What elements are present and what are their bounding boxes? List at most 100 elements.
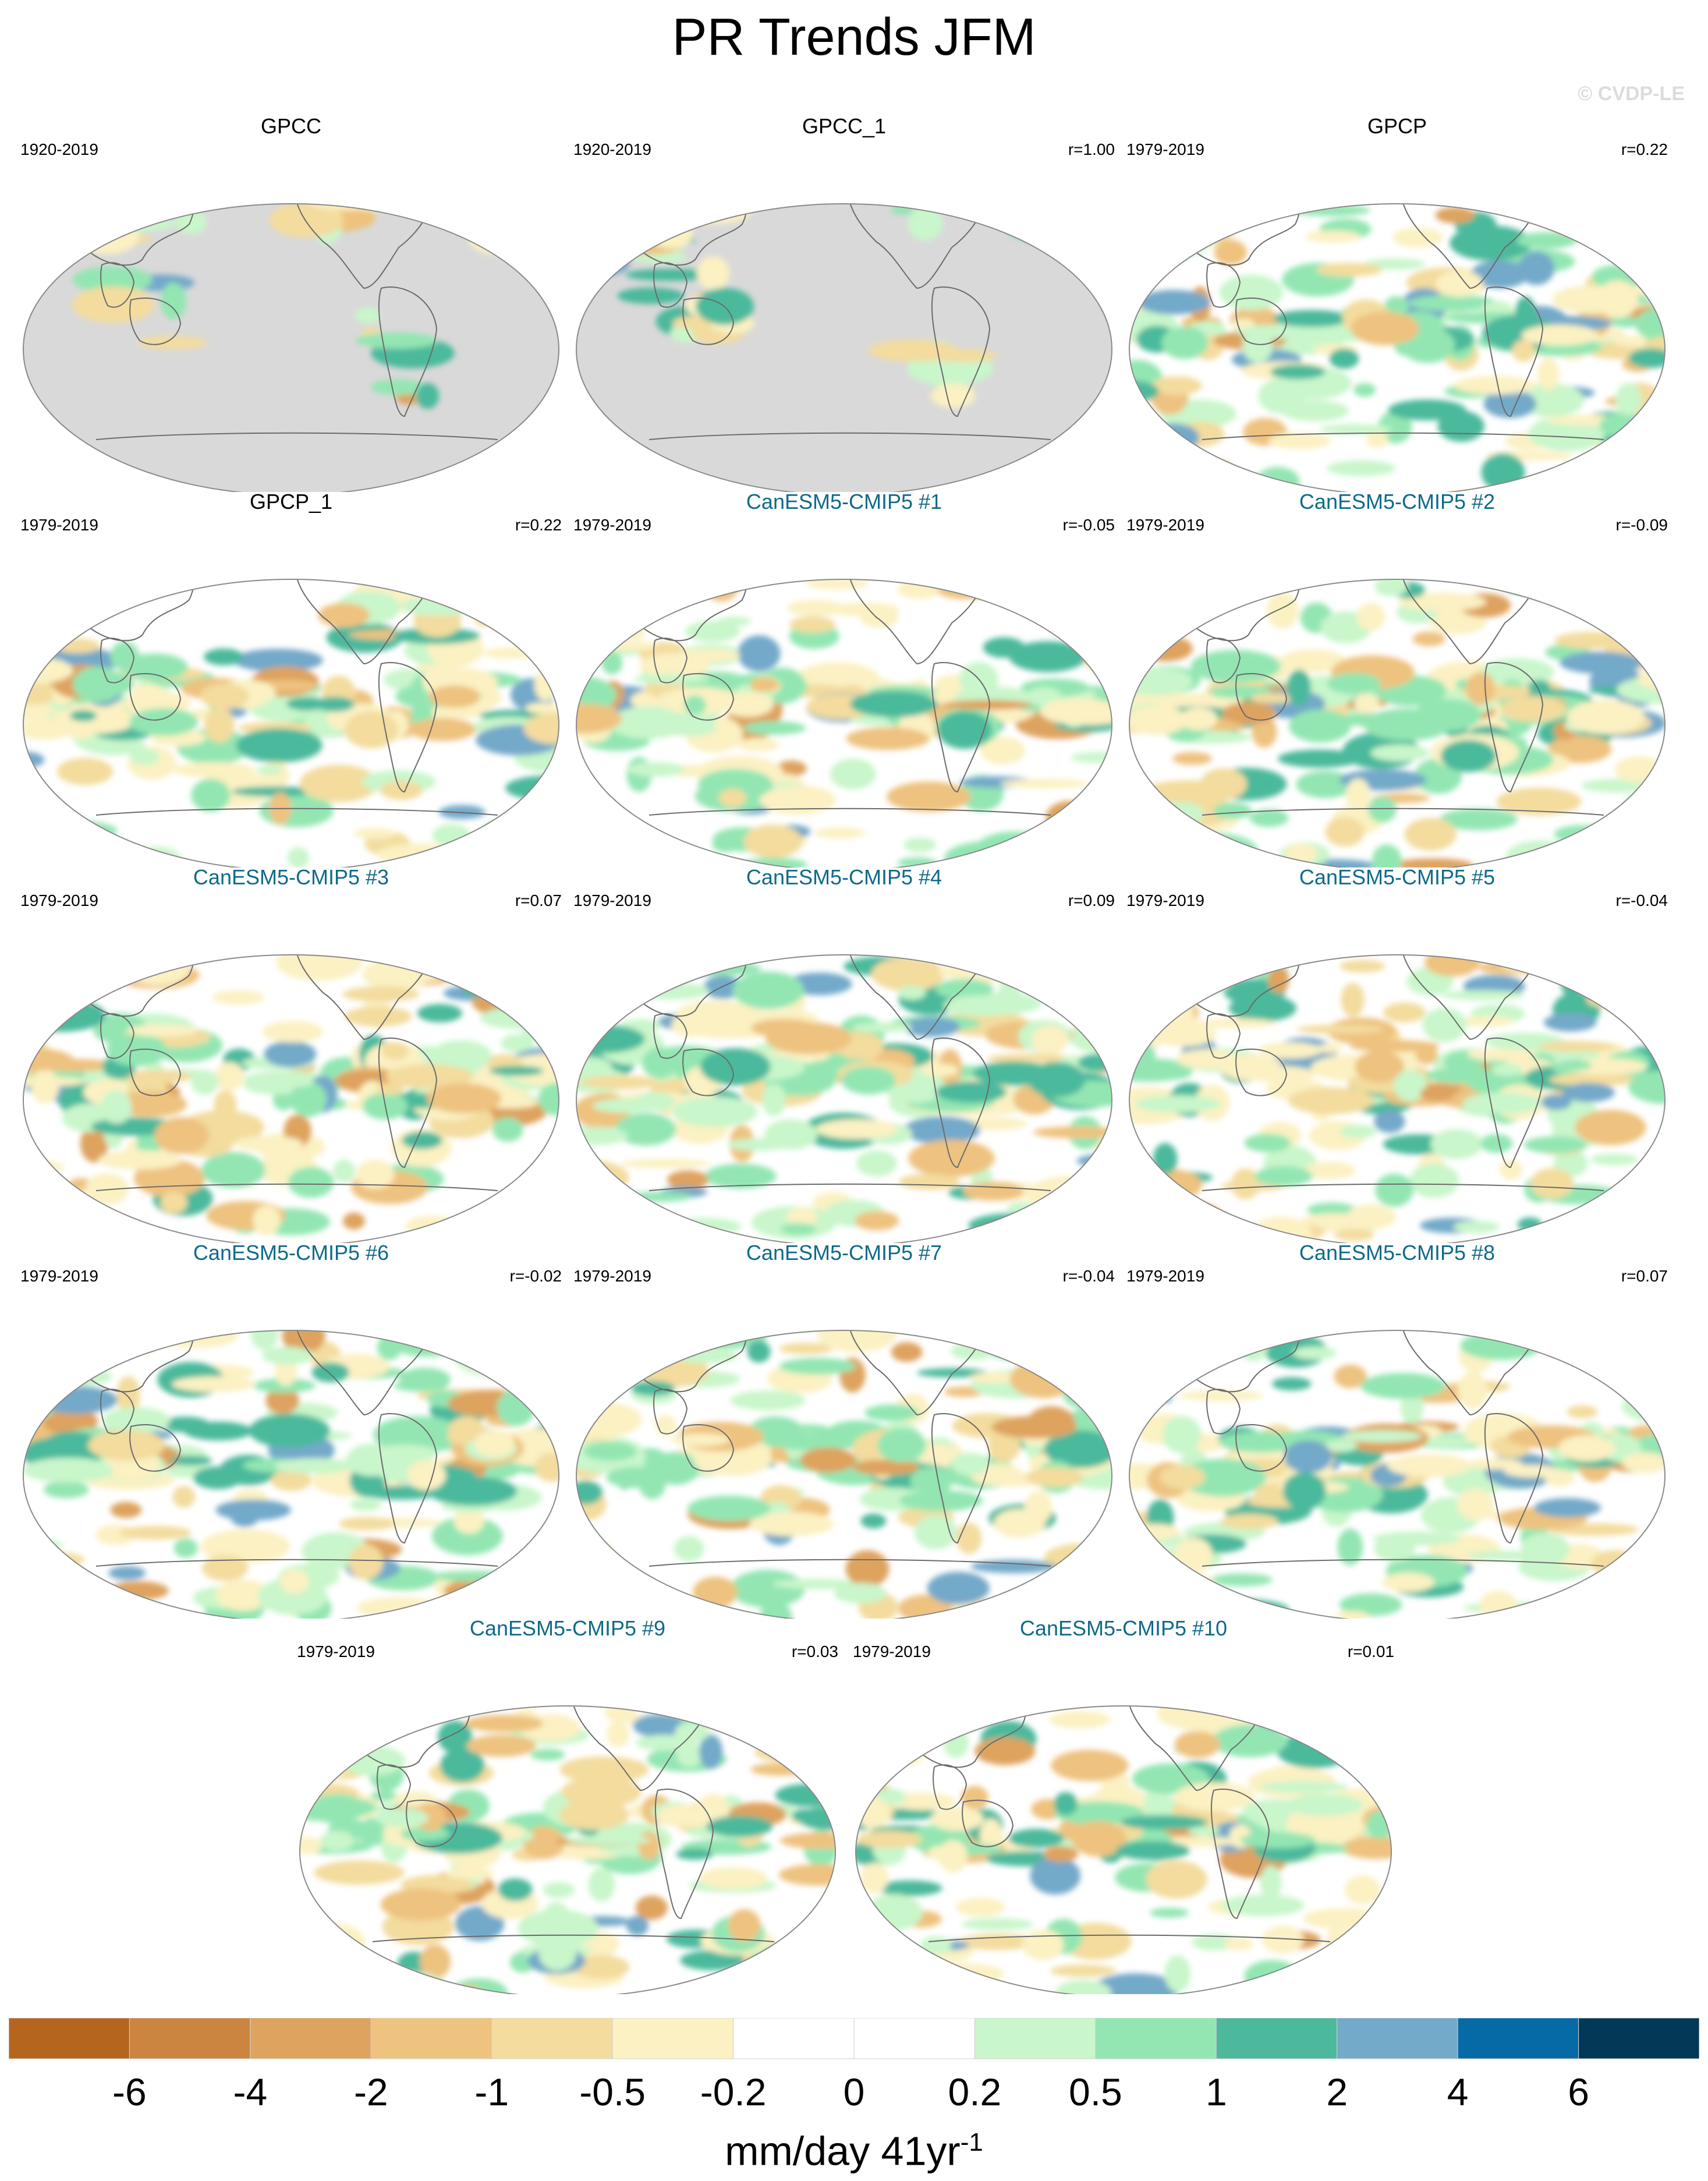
trend-patch <box>1224 1936 1253 1950</box>
coastline <box>1484 286 1544 417</box>
panel-correlation: r=0.22 <box>1621 140 1668 158</box>
trend-patch <box>1359 1977 1391 1994</box>
coastline <box>378 1038 438 1169</box>
trend-patch <box>520 965 559 992</box>
trend-patch <box>576 1555 608 1573</box>
trend-patch <box>191 778 231 812</box>
trend-patch <box>1115 1841 1190 1860</box>
trend-patch <box>606 1467 667 1488</box>
trend-patch <box>173 1538 198 1558</box>
trend-patch <box>1289 709 1351 743</box>
trend-patch <box>405 1216 459 1236</box>
trend-patch <box>1337 1528 1363 1566</box>
trend-patch <box>200 683 249 710</box>
trend-patch <box>431 1517 503 1556</box>
trend-patch <box>1329 348 1359 369</box>
trend-patch <box>276 955 363 981</box>
trend-patch <box>160 1191 187 1214</box>
trend-patch <box>619 204 685 214</box>
trend-patch <box>580 1075 661 1089</box>
panel-title: CanESM5-CMIP5 #9 <box>469 1616 666 1640</box>
trend-patch <box>428 1477 518 1506</box>
panel-title: CanESM5-CMIP5 #3 <box>193 865 389 889</box>
map-border <box>576 579 1112 868</box>
trend-patch <box>417 1004 463 1022</box>
trend-patch <box>1240 1832 1316 1849</box>
trend-patch <box>513 211 559 228</box>
trend-patch <box>593 1196 633 1226</box>
panel-period: 1979-2019 <box>573 891 651 909</box>
map-border <box>299 1705 836 1994</box>
trend-patch <box>1346 1204 1396 1229</box>
coastline <box>928 1934 1331 1942</box>
trend-patch <box>800 1447 856 1473</box>
trend-patch <box>1591 1550 1640 1577</box>
trend-patch <box>1273 310 1351 327</box>
colorbar-swatch <box>1216 2018 1338 2059</box>
trend-patch <box>572 1955 630 1980</box>
trend-patch <box>1138 290 1210 315</box>
coastline <box>1399 204 1542 289</box>
trend-patch <box>786 1206 817 1227</box>
trend-patch <box>617 287 685 305</box>
trend-patch <box>675 1722 710 1743</box>
trend-patch <box>845 1550 890 1587</box>
trend-patch <box>592 1098 661 1113</box>
trend-patch <box>996 579 1032 597</box>
trend-patch <box>23 1205 94 1224</box>
trend-patch <box>1521 324 1599 346</box>
panel-period: 1979-2019 <box>573 516 651 534</box>
trend-patch <box>908 206 943 241</box>
trend-patch <box>871 957 945 992</box>
trend-patch <box>749 677 779 692</box>
trend-patch <box>1212 1724 1288 1758</box>
map-border <box>23 579 559 868</box>
trend-patch <box>759 785 837 815</box>
coastline <box>653 638 688 684</box>
trend-patch <box>1129 444 1168 476</box>
trend-patch <box>1491 1063 1522 1077</box>
trend-patch <box>23 607 58 636</box>
trend-patch <box>1394 1070 1427 1102</box>
trend-patch <box>1072 1821 1126 1857</box>
trend-patch <box>1641 1364 1665 1396</box>
trend-patch <box>23 720 72 740</box>
trend-patch <box>232 786 318 797</box>
trend-patch <box>856 1706 927 1727</box>
trend-patch <box>1129 590 1190 610</box>
trend-patch <box>70 710 97 721</box>
coastline <box>1202 432 1604 440</box>
trend-patch <box>671 1014 709 1037</box>
trend-patch <box>852 1459 920 1475</box>
trend-patch <box>154 1117 209 1154</box>
trend-patch <box>1053 709 1112 725</box>
trend-patch <box>1287 670 1311 706</box>
trend-patch <box>1082 1368 1110 1383</box>
trend-patch <box>262 760 290 791</box>
panel-correlation: r=0.09 <box>1068 891 1115 909</box>
trend-patch <box>110 1502 142 1518</box>
trend-patch <box>1351 311 1419 345</box>
trend-patch <box>302 1957 359 1971</box>
trend-patch <box>1590 1153 1638 1166</box>
trend-patch <box>676 1741 703 1768</box>
trend-patch <box>910 1467 952 1496</box>
trend-patch <box>1375 1173 1413 1207</box>
map-panel: GPCP 1979-2019 r=0.22 <box>1121 114 1674 492</box>
trend-patch <box>1129 206 1181 236</box>
trend-patch <box>1560 652 1643 674</box>
trend-patch <box>1174 1537 1213 1573</box>
trend-patch <box>1172 752 1213 765</box>
panel-correlation: r=1.00 <box>1068 140 1115 158</box>
coastline <box>1399 1330 1542 1416</box>
coastline <box>649 432 1051 440</box>
trend-patch <box>627 762 685 777</box>
trend-patch <box>1470 260 1529 289</box>
trend-patch <box>576 1541 616 1579</box>
trend-patch <box>172 1376 256 1392</box>
trend-patch <box>637 1831 661 1860</box>
trend-patch <box>1620 1596 1651 1619</box>
trend-patch <box>214 1090 237 1120</box>
trend-patch <box>1586 992 1629 1008</box>
panel-title: CanESM5-CMIP5 #2 <box>1299 490 1496 514</box>
